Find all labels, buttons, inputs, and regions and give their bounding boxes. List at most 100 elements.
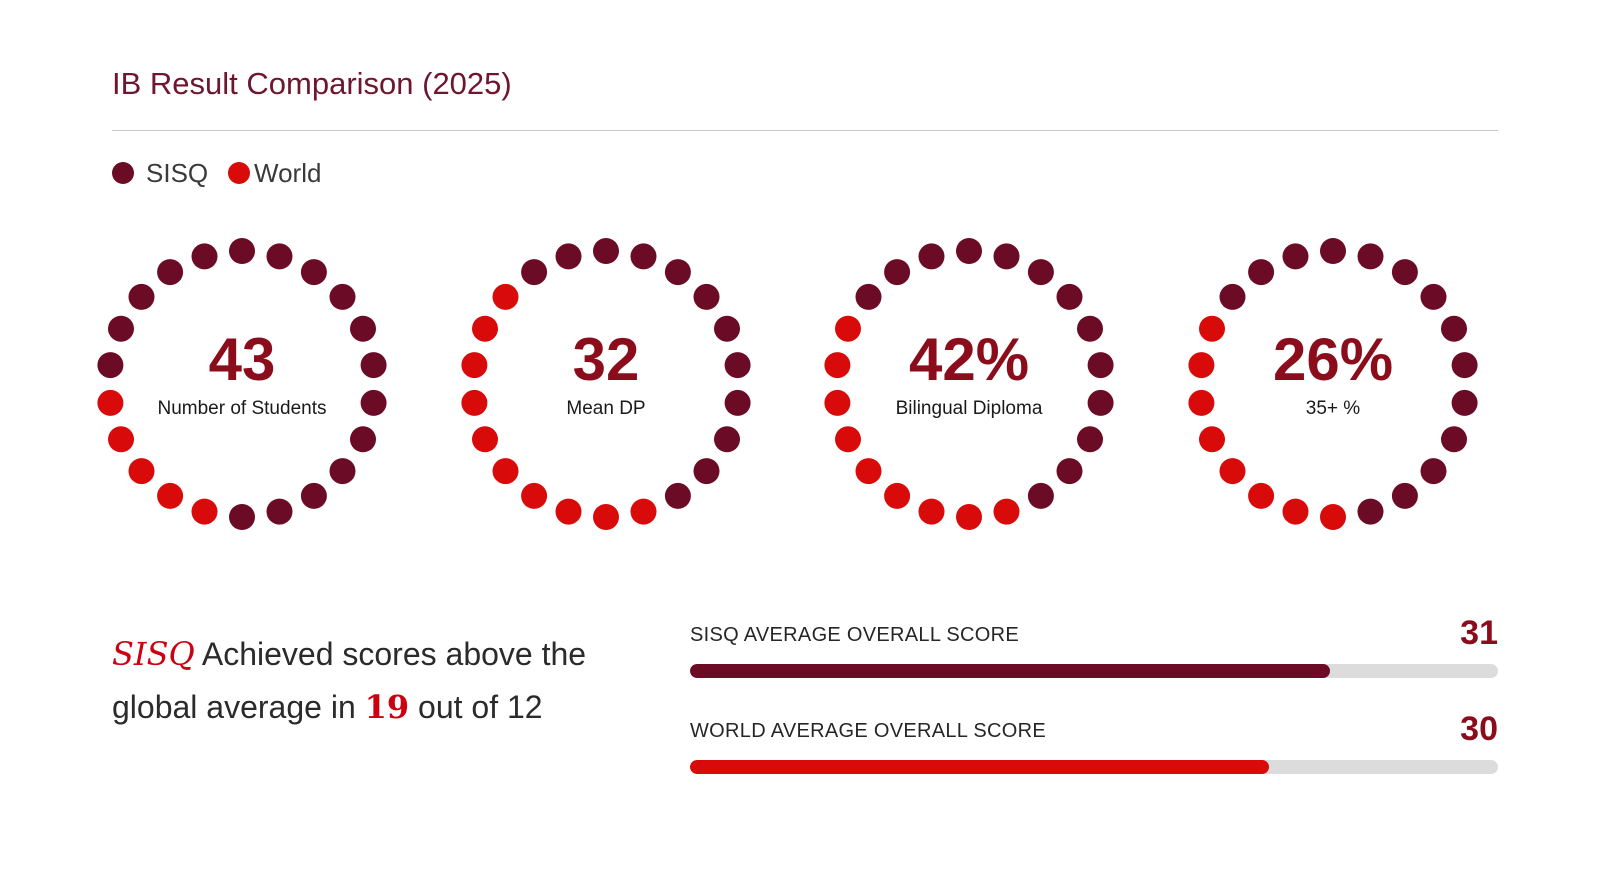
sisq-dot-4 [714, 315, 740, 342]
world-dot-15 [108, 426, 134, 453]
dot-ring-students [97, 238, 387, 530]
sisq-dot-1 [993, 243, 1020, 270]
sisq-dot-17 [97, 352, 124, 379]
sisq-dot-19 [128, 283, 155, 310]
sisq-dot-3 [1420, 283, 1447, 310]
sisq-dot-8 [1420, 458, 1447, 485]
legend-item-sisq: SISQ [112, 158, 208, 188]
sisq-dot-9 [1391, 482, 1418, 509]
bar-value-world: 30 [1460, 710, 1498, 748]
sisq-dot-7 [1077, 426, 1103, 453]
stat-ring-35plus: 26% 35+ % [1183, 234, 1483, 534]
stat-ring-students: 43 Number of Students [92, 234, 392, 534]
dot-ring-mean-dp [461, 238, 751, 530]
sisq-dot-6 [1451, 389, 1478, 416]
world-dot-13 [521, 482, 548, 509]
stat-ring-bilingual: 42% Bilingual Diploma [819, 234, 1119, 534]
sisq-dot-4 [350, 315, 376, 342]
stat-label-students: Number of Students [157, 398, 327, 419]
sisq-dot-20 [521, 259, 548, 286]
sisq-dot-3 [329, 283, 356, 310]
sisq-dot-0 [229, 238, 255, 264]
world-dot-19 [492, 283, 519, 310]
sisq-dot-18 [108, 315, 134, 342]
world-dot-14 [492, 458, 519, 485]
world-dot-18 [1199, 315, 1225, 342]
world-dot-17 [1188, 352, 1215, 379]
world-dot-13 [884, 482, 911, 509]
sisq-dot-5 [724, 352, 751, 379]
stat-ring-mean-dp: 32 Mean DP [456, 234, 756, 534]
sisq-dot-21 [191, 243, 218, 270]
stat-label-35plus: 35+ % [1305, 398, 1361, 419]
world-dot-12 [555, 498, 582, 525]
stat-value-students: 43 [208, 326, 276, 393]
sisq-dot-7 [714, 426, 740, 453]
sisq-dot-4 [1077, 315, 1103, 342]
dot-ring-35plus [1188, 238, 1478, 530]
sisq-dot-5 [360, 352, 387, 379]
sisq-dot-0 [593, 238, 619, 264]
world-dot-16 [1188, 389, 1215, 416]
bar-label-world: WORLD AVERAGE OVERALL SCORE [690, 720, 1046, 742]
sisq-dot-4 [1441, 315, 1467, 342]
sisq-dot-20 [1248, 259, 1275, 286]
sisq-dot-5 [1087, 352, 1114, 379]
world-dot-11 [1320, 504, 1346, 530]
world-dot-17 [824, 352, 851, 379]
legend-dot-world [228, 162, 250, 184]
world-dot-13 [157, 482, 184, 509]
sisq-dot-21 [918, 243, 945, 270]
sisq-dot-1 [1357, 243, 1384, 270]
sisq-dot-6 [360, 389, 387, 416]
world-dot-16 [824, 389, 851, 416]
summary-text-part2: out of 12 [409, 689, 543, 725]
world-dot-17 [461, 352, 488, 379]
stat-value-bilingual: 42% [908, 326, 1030, 393]
sisq-dot-2 [300, 259, 327, 286]
sisq-dot-7 [1441, 426, 1467, 453]
bar-track-sisq [690, 664, 1498, 678]
world-dot-14 [1219, 458, 1246, 485]
world-dot-12 [191, 498, 218, 525]
world-dot-12 [1282, 498, 1309, 525]
stat-label-mean-dp: Mean DP [566, 398, 646, 419]
sisq-dot-7 [350, 426, 376, 453]
summary-school: SISQ [112, 635, 195, 673]
world-dot-11 [593, 504, 619, 530]
sisq-dot-1 [630, 243, 657, 270]
world-dot-16 [97, 389, 124, 416]
legend-dot-sisq [112, 162, 134, 184]
bar-row-world: WORLD AVERAGE OVERALL SCORE 30 [690, 706, 1498, 802]
sisq-dot-1 [266, 243, 293, 270]
sisq-dot-19 [855, 283, 882, 310]
sisq-dot-3 [1056, 283, 1083, 310]
sisq-dot-3 [693, 283, 720, 310]
legend-item-world: World [228, 158, 321, 188]
sisq-dot-0 [1320, 238, 1346, 264]
bar-row-sisq: SISQ AVERAGE OVERALL SCORE 31 [690, 610, 1498, 706]
world-dot-10 [993, 498, 1020, 525]
bar-track-world [690, 760, 1498, 774]
sisq-dot-6 [1087, 389, 1114, 416]
sisq-dot-8 [693, 458, 720, 485]
world-dot-14 [855, 458, 882, 485]
world-dot-18 [835, 315, 861, 342]
sisq-dot-19 [1219, 283, 1246, 310]
sisq-dot-9 [664, 482, 691, 509]
sisq-dot-5 [1451, 352, 1478, 379]
sisq-dot-8 [1056, 458, 1083, 485]
legend-label-sisq: SISQ [146, 157, 209, 188]
bar-fill-world [690, 760, 1269, 774]
world-dot-13 [1248, 482, 1275, 509]
sisq-dot-2 [1027, 259, 1054, 286]
world-dot-11 [956, 504, 982, 530]
sisq-dot-10 [1357, 498, 1384, 525]
sisq-dot-8 [329, 458, 356, 485]
bar-fill-sisq [690, 664, 1330, 678]
stat-value-35plus: 26% [1272, 326, 1394, 393]
sisq-dot-6 [724, 389, 751, 416]
sisq-dot-21 [1282, 243, 1309, 270]
world-dot-18 [472, 315, 498, 342]
world-dot-16 [461, 389, 488, 416]
